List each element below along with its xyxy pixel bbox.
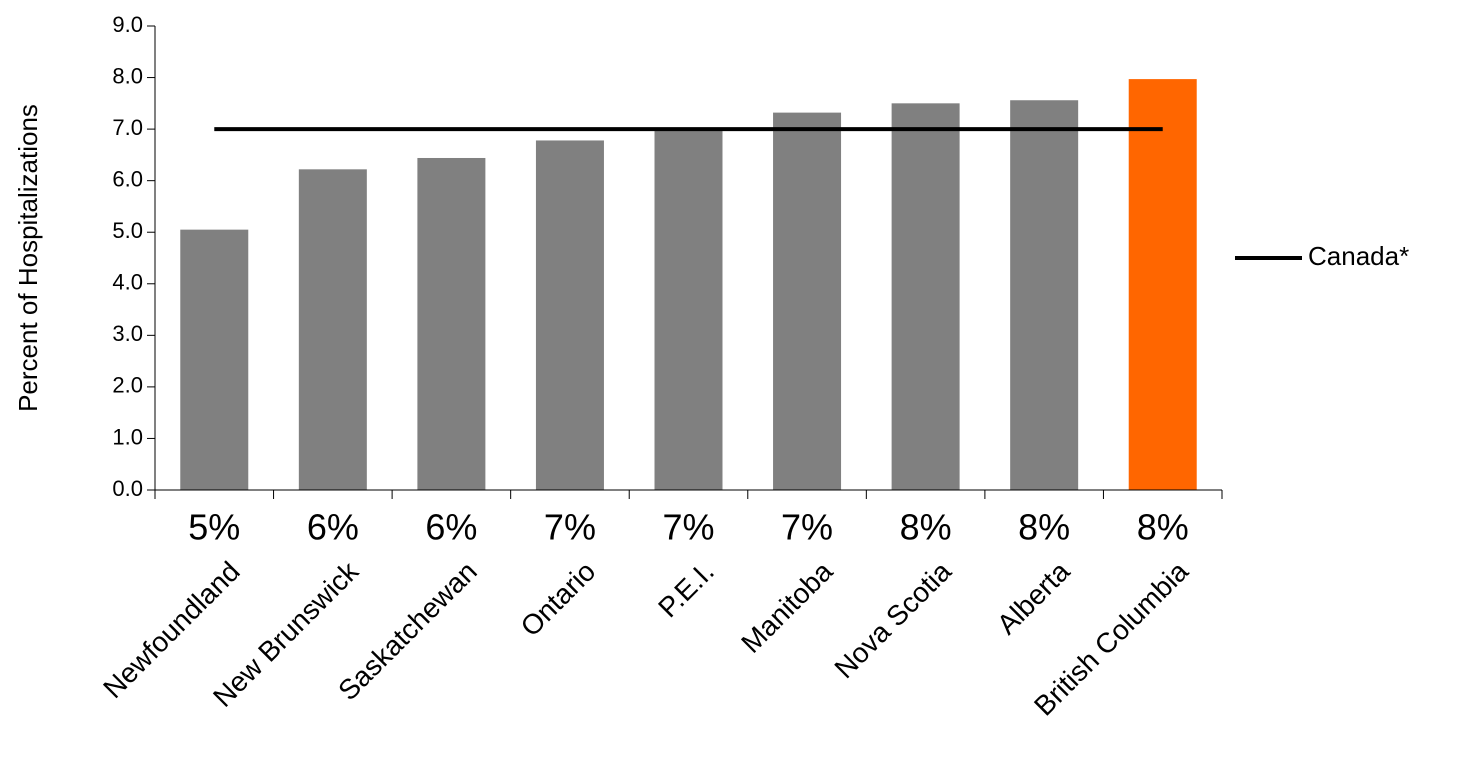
value-label: 7% [544,507,596,548]
y-axis-label: Percent of Hospitalizations [13,104,43,412]
bar [891,103,960,490]
x-tick-label: Nova Scotia [828,555,957,684]
x-tick-label: Ontario [515,556,602,643]
bar [1128,79,1197,490]
bar [180,229,249,490]
value-label: 7% [662,507,714,548]
x-tick-label: Alberta [991,555,1076,640]
bar [773,112,842,490]
y-tick-label: 5.0 [112,218,143,243]
bar [417,157,486,490]
bar [1010,100,1079,491]
y-tick-label: 6.0 [112,166,143,191]
y-tick-label: 2.0 [112,373,143,398]
y-tick-label: 1.0 [112,424,143,449]
value-label: 5% [188,507,240,548]
y-tick-label: 8.0 [112,63,143,88]
y-tick-label: 7.0 [112,115,143,140]
y-tick-label: 9.0 [112,12,143,37]
x-tick-label: P.E.I. [652,556,720,624]
x-tick-label: Manitoba [735,555,839,659]
legend-label: Canada* [1308,241,1409,271]
bar [535,140,604,490]
y-tick-label: 0.0 [112,476,143,501]
bar [654,130,723,491]
value-label: 7% [781,507,833,548]
value-label: 6% [425,507,477,548]
value-label: 8% [1018,507,1070,548]
value-label: 8% [900,507,952,548]
y-tick-label: 4.0 [112,270,143,295]
y-tick-label: 3.0 [112,321,143,346]
value-label: 6% [307,507,359,548]
bar [298,169,367,490]
value-label: 8% [1137,507,1189,548]
